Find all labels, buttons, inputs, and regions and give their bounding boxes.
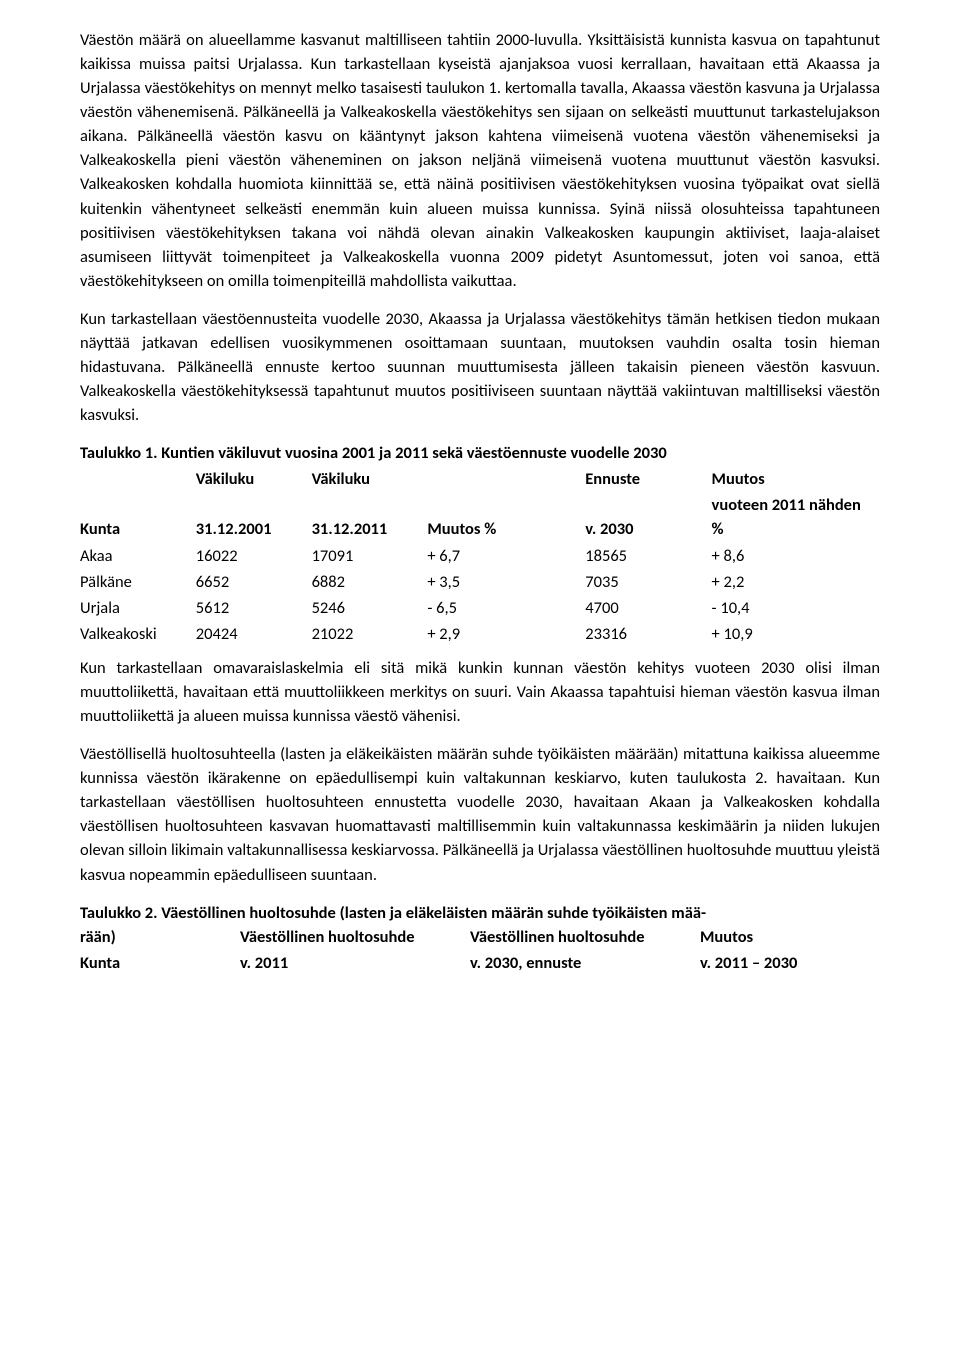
cell-v2030: 4700 [585,596,711,622]
cell-kunta: Pälkäne [80,570,196,596]
cell-kunta: Akaa [80,544,196,570]
paragraph-1: Väestön määrä on alueellamme kasvanut ma… [80,28,880,293]
cell-m: + 2,9 [427,622,585,648]
table1-h-m2030: vuoteen 2011 nähden % [712,493,880,543]
paragraph-3: Kun tarkastellaan omavaraislaskelmia eli… [80,656,880,728]
table2-h-2030: v. 2030, ennuste [470,951,700,977]
table1-h-muutos: Muutos [712,467,880,493]
table2-h-vh1: Väestöllinen huoltosuhde [240,925,470,951]
table2-h-vh2: Väestöllinen huoltosuhde [470,925,700,951]
cell-v2030: 23316 [585,622,711,648]
table1-h-vakiluku1: Väkiluku [196,467,312,493]
table1-h-2011: 31.12.2011 [312,493,428,543]
table1-h-2030: v. 2030 [585,493,711,543]
cell-v2001: 16022 [196,544,312,570]
table2-caption-line1: Taulukko 2. Väestöllinen huoltosuhde (la… [80,901,880,925]
table2-caption-line2a: rään) [80,925,240,951]
cell-v2011: 5246 [312,596,428,622]
cell-v2001: 5612 [196,596,312,622]
table1-caption: Taulukko 1. Kuntien väkiluvut vuosina 20… [80,441,880,465]
cell-v2030: 18565 [585,544,711,570]
table2-h-range: v. 2011 – 2030 [700,951,880,977]
cell-v2011: 17091 [312,544,428,570]
table-row: Akaa 16022 17091 + 6,7 18565 + 8,6 [80,544,880,570]
cell-v2030: 7035 [585,570,711,596]
cell-kunta: Valkeakoski [80,622,196,648]
table1-h-ennuste: Ennuste [585,467,711,493]
table2: rään) Väestöllinen huoltosuhde Väestölli… [80,925,880,977]
cell-m: - 6,5 [427,596,585,622]
cell-v2011: 21022 [312,622,428,648]
paragraph-2: Kun tarkastellaan väestöennusteita vuode… [80,307,880,427]
cell-v2001: 6652 [196,570,312,596]
table-row: Pälkäne 6652 6882 + 3,5 7035 + 2,2 [80,570,880,596]
table1-h-vakiluku2: Väkiluku [312,467,428,493]
cell-m2030: + 10,9 [712,622,880,648]
cell-v2001: 20424 [196,622,312,648]
table1-h-muutospct: Muutos % [427,493,585,543]
table1-h-2001: 31.12.2001 [196,493,312,543]
table2-h-2011: v. 2011 [240,951,470,977]
table1-header-row1: Väkiluku Väkiluku Ennuste Muutos [80,467,880,493]
cell-m2030: - 10,4 [712,596,880,622]
paragraph-4: Väestöllisellä huoltosuhteella (lasten j… [80,742,880,886]
cell-m2030: + 8,6 [712,544,880,570]
table-row: Urjala 5612 5246 - 6,5 4700 - 10,4 [80,596,880,622]
table2-header-row1: rään) Väestöllinen huoltosuhde Väestölli… [80,925,880,951]
table1-h-kunta: Kunta [80,493,196,543]
table2-h-kunta: Kunta [80,951,240,977]
cell-m: + 3,5 [427,570,585,596]
table2-header-row2: Kunta v. 2011 v. 2030, ennuste v. 2011 –… [80,951,880,977]
table1-header-row2: Kunta 31.12.2001 31.12.2011 Muutos % v. … [80,493,880,543]
cell-m: + 6,7 [427,544,585,570]
cell-m2030: + 2,2 [712,570,880,596]
table-row: Valkeakoski 20424 21022 + 2,9 23316 + 10… [80,622,880,648]
cell-v2011: 6882 [312,570,428,596]
table1: Väkiluku Väkiluku Ennuste Muutos Kunta 3… [80,467,880,648]
cell-kunta: Urjala [80,596,196,622]
table2-h-muutos: Muutos [700,925,880,951]
